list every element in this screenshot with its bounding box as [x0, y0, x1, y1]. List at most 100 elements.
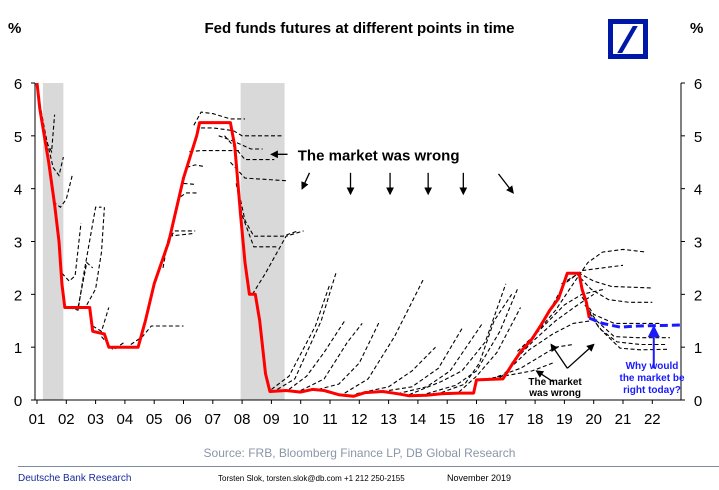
y-tick-label-left: 2 [14, 287, 22, 304]
x-tick-label: 10 [292, 411, 309, 428]
x-tick-label: 21 [615, 411, 632, 428]
futures-path-line [318, 320, 381, 390]
futures-path-line [162, 233, 193, 268]
left-axis-unit: % [8, 20, 22, 37]
annotation-market-wrong-small: was wrong [528, 388, 581, 399]
futures-path-line [69, 206, 102, 311]
y-tick-label-right: 4 [694, 182, 702, 199]
futures-path-line [584, 304, 670, 339]
futures-path-line [130, 325, 184, 345]
y-tick-label-right: 0 [694, 393, 702, 410]
futures-path-line [77, 261, 94, 308]
y-tick-label-right: 3 [694, 235, 702, 252]
y-tick-label-left: 6 [14, 76, 22, 93]
futures-path-line [45, 135, 64, 177]
footer-contact: Torsten Slok, torsten.slok@db.com +1 212… [218, 474, 405, 483]
y-tick-label-left: 5 [14, 129, 22, 146]
x-tick-label: 13 [380, 411, 397, 428]
current-pricing-line [588, 316, 682, 329]
futures-path-line [61, 222, 82, 282]
futures-path-line [458, 307, 521, 393]
futures-path-line [356, 346, 436, 395]
futures-path-line [189, 150, 240, 153]
x-tick-label: 16 [468, 411, 485, 428]
annotation-arrow [497, 173, 514, 194]
futures-path-line [382, 328, 463, 393]
footer-date: November 2019 [447, 473, 512, 483]
x-tick-label: 19 [556, 411, 573, 428]
y-tick-label-left: 0 [14, 393, 22, 410]
x-tick-label: 03 [87, 411, 104, 428]
futures-path-line [251, 230, 304, 295]
chart-canvas: 0 01 12 23 34 45 56 601 02 03 04 05 06 07 08 09 10 11 12 13… [14, 76, 702, 428]
annotation-market-wrong-small: The market [528, 377, 582, 388]
footer-divider [18, 466, 719, 467]
futures-path-line [193, 111, 245, 126]
x-tick-label: 12 [351, 411, 368, 428]
annotation-why-right-today: the market be [619, 373, 684, 384]
y-tick-label-right: 5 [694, 129, 702, 146]
futures-path-line [277, 273, 337, 390]
futures-path-line [186, 164, 205, 169]
futures-path-line [300, 323, 363, 391]
chart-title: Fed funds futures at different points in… [204, 20, 515, 37]
futures-path-line [52, 175, 73, 208]
annotation-arrow [550, 343, 568, 369]
futures-path-line [511, 293, 595, 364]
futures-path-line [408, 283, 507, 396]
futures-path-line [224, 135, 275, 161]
annotation-why-right-today: Why would [626, 361, 679, 372]
x-tick-label: 06 [175, 411, 192, 428]
x-tick-label: 02 [58, 411, 75, 428]
futures-path-line [561, 272, 653, 289]
source-note: Source: FRB, Bloomberg Finance LP, DB Gl… [203, 446, 516, 460]
futures-path-line [426, 288, 519, 395]
fed-funds-actual-line [35, 82, 591, 398]
futures-path-line [491, 343, 574, 380]
futures-path-line [86, 207, 105, 306]
futures-path-line [238, 193, 298, 237]
futures-path-line [218, 135, 263, 150]
futures-path-line [499, 320, 591, 379]
x-tick-label: 01 [29, 411, 46, 428]
futures-path-line [201, 127, 282, 137]
futures-path-line [397, 323, 483, 395]
y-tick-label-right: 1 [694, 340, 702, 357]
futures-path-line [581, 296, 662, 324]
annotation-arrow [566, 343, 595, 369]
futures-path-line [101, 336, 126, 351]
annotation-arrow [301, 172, 311, 190]
futures-path-line [587, 312, 668, 351]
futures-path-line [166, 230, 196, 242]
x-tick-label: 18 [527, 411, 544, 428]
futures-path-line [271, 283, 331, 390]
y-tick-label-left: 4 [14, 182, 22, 199]
x-tick-label: 05 [146, 411, 163, 428]
y-tick-label-right: 6 [694, 76, 702, 93]
right-axis-unit: % [690, 20, 704, 37]
futures-path-line [92, 307, 110, 333]
futures-path-line [183, 182, 196, 185]
deutsche-bank-logo-icon [608, 19, 648, 59]
x-tick-label: 08 [234, 411, 251, 428]
futures-path-line [441, 293, 513, 394]
x-tick-label: 09 [263, 411, 280, 428]
annotation-why-right-today: right today? [623, 385, 681, 396]
y-tick-label-right: 2 [694, 287, 702, 304]
annotation-arrow [535, 370, 554, 383]
x-tick-label: 07 [204, 411, 221, 428]
x-tick-label: 17 [497, 411, 514, 428]
x-tick-label: 20 [585, 411, 602, 428]
x-tick-label: 22 [644, 411, 661, 428]
x-tick-label: 15 [439, 411, 456, 428]
futures-path-line [546, 264, 624, 316]
x-tick-label: 04 [117, 411, 134, 428]
y-tick-label-left: 3 [14, 235, 22, 252]
x-tick-label: 11 [322, 411, 338, 428]
futures-path-line [575, 272, 653, 303]
futures-path-line [180, 192, 199, 198]
y-tick-label-left: 1 [14, 340, 22, 357]
futures-path-line [531, 248, 647, 339]
futures-path-line [344, 278, 425, 394]
x-tick-label: 14 [410, 411, 427, 428]
